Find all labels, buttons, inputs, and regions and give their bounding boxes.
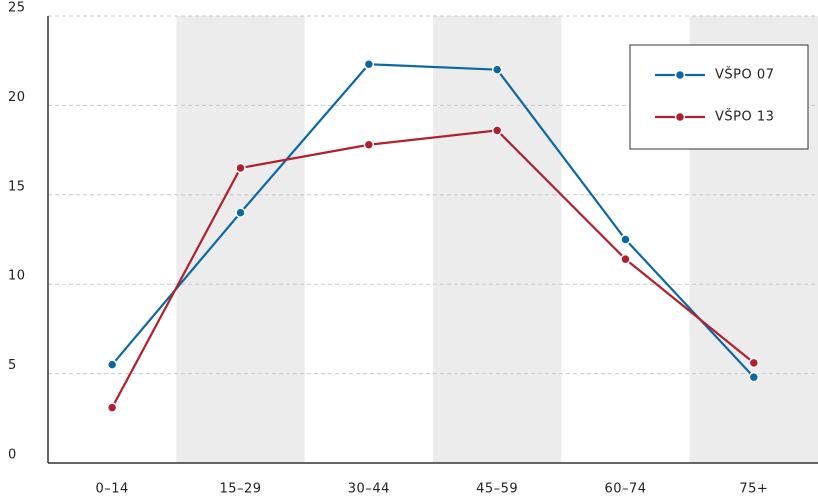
x-tick-label: 0–14 — [96, 482, 129, 497]
legend: VŠPO 07 VŠPO 13 — [629, 44, 809, 150]
legend-label: VŠPO 13 — [715, 109, 774, 125]
y-tick-label: 10 — [8, 269, 26, 284]
y-tick-label: 15 — [8, 179, 26, 194]
y-tick-label: 5 — [8, 358, 17, 373]
point — [620, 253, 631, 265]
point — [106, 359, 118, 370]
legend-marker — [674, 111, 686, 123]
series-line — [111, 129, 755, 409]
point — [363, 59, 375, 70]
x-tick-label: 75+ — [739, 482, 768, 497]
legend-label: VŠPO 07 — [715, 67, 774, 83]
x-tick-label: 15–29 — [219, 482, 261, 497]
point — [491, 64, 503, 75]
x-tick-label: 45–59 — [476, 482, 518, 497]
point — [363, 139, 375, 150]
point — [620, 234, 631, 245]
band-shade — [433, 16, 562, 463]
x-tick-label: 60–74 — [604, 482, 646, 497]
series-line — [111, 63, 755, 378]
legend-box — [629, 44, 809, 150]
point — [235, 162, 246, 174]
x-tick-label: 30–44 — [348, 482, 390, 497]
point — [106, 402, 118, 413]
y-tick-label: 0 — [8, 448, 17, 463]
legend-marker — [674, 69, 686, 81]
point — [748, 357, 760, 369]
point — [748, 371, 760, 383]
y-tick-label: 25 — [8, 1, 26, 16]
band-shade — [176, 16, 305, 463]
point — [491, 125, 503, 136]
y-tick-label: 20 — [8, 90, 26, 105]
point — [235, 207, 246, 218]
